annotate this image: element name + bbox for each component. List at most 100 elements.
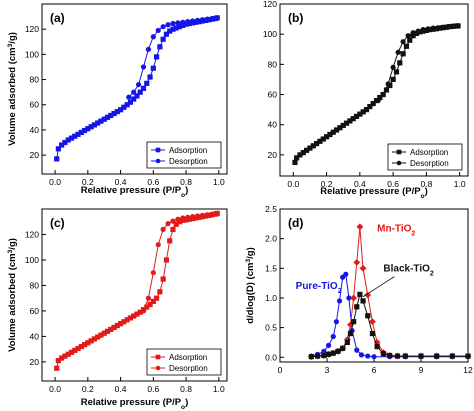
data-point [167,238,173,244]
data-point [165,22,171,28]
data-point [163,257,170,263]
y-tick-label: 40 [268,120,278,130]
data-point [405,33,411,39]
x-tick-label: 0.0 [287,179,299,189]
legend-marker [396,160,402,166]
series-adsorption [54,210,220,371]
legend-box [146,348,222,376]
data-point [68,135,75,141]
data-point [403,43,410,49]
data-point [81,342,88,348]
data-point [126,94,132,100]
panel-0: 0.0 0.2 0.4 0.6 0.8 1.0 20 40 60 80 100 120 Relative… [7,3,228,199]
y-tick-label: 100 [25,255,39,265]
y-tick-label: 2.0 [265,234,277,244]
legend-label: Desorption [169,157,208,166]
legend: Adsorption Desorption [146,348,222,376]
data-point [337,125,343,131]
series-line [56,17,218,159]
x-tick-label: 0.4 [115,177,127,187]
data-point [170,20,176,27]
data-point [455,23,461,29]
data-point [430,25,436,31]
data-point [400,39,406,45]
data-point [400,51,406,57]
x-tick-label: 0.4 [115,384,127,394]
data-point [410,30,416,36]
data-point [214,210,220,217]
data-point [154,295,160,301]
data-point [170,26,176,32]
data-point [150,34,156,40]
y-tick-label: 80 [30,280,40,290]
data-point [101,330,107,336]
series-desorption [375,23,461,104]
y-axis-label: Volume adsorbed (cm3/g) [7,238,19,352]
data-point [300,150,306,156]
data-point [209,211,215,217]
data-point [346,295,352,301]
y-tick-label: 120 [25,229,39,239]
x-tick-label: 0.4 [354,179,366,189]
y-tick-label: 40 [30,125,40,135]
panel-label: (a) [50,11,65,25]
data-point [367,103,373,110]
data-point [95,120,101,126]
annotation-label: Black-TiO2 [383,263,434,277]
plot-frame [41,208,228,382]
data-point [434,353,440,359]
data-point [420,27,426,33]
panel-label: (b) [288,11,303,25]
data-point [54,365,60,371]
y-tick-label: 20 [30,357,40,367]
data-point [134,311,140,317]
data-point [190,214,196,220]
data-point [351,319,357,325]
data-point [340,122,346,129]
data-point [410,33,416,39]
data-point [78,129,84,136]
data-point [62,139,68,146]
y-tick-label: 2.5 [265,204,277,214]
data-point [308,354,314,360]
panel-2: 0.0 0.2 0.4 0.6 0.8 1.0 20 40 60 80 100 120 Relative… [7,208,228,411]
legend-label: Desorption [169,364,208,373]
data-point [175,216,181,222]
data-point [104,114,111,120]
data-point [385,81,391,87]
data-point [75,345,81,352]
data-point [160,36,166,42]
data-point [294,155,300,161]
legend-label: Adsorption [169,353,207,362]
data-point [121,104,127,110]
data-point [170,226,176,232]
series-desorption [140,210,220,314]
y-tick-label: 0.0 [265,352,277,362]
data-point [55,146,61,152]
data-point [354,304,360,310]
x-tick-label: 0.8 [180,384,192,394]
data-point [137,89,143,95]
y-tick-label: 20 [30,150,40,160]
data-point [144,304,150,310]
data-point [91,122,97,128]
legend-marker [155,158,161,164]
y-tick-label: 0.5 [265,323,277,333]
data-point [292,159,298,166]
data-point [59,355,65,361]
data-point [330,129,336,135]
x-tick-label: 0.2 [321,179,333,189]
data-point [199,212,206,218]
data-point [150,65,156,71]
legend-marker [155,365,161,371]
x-tick-label: 6 [372,365,377,375]
data-point [54,156,60,162]
x-tick-label: 0.6 [387,179,399,189]
data-point [321,352,327,359]
data-point [134,93,140,99]
data-point [160,24,166,30]
x-tick-label: 0.0 [49,177,61,187]
data-point [150,270,156,276]
data-point [91,336,97,342]
legend: Adsorption Desorption [387,143,463,171]
